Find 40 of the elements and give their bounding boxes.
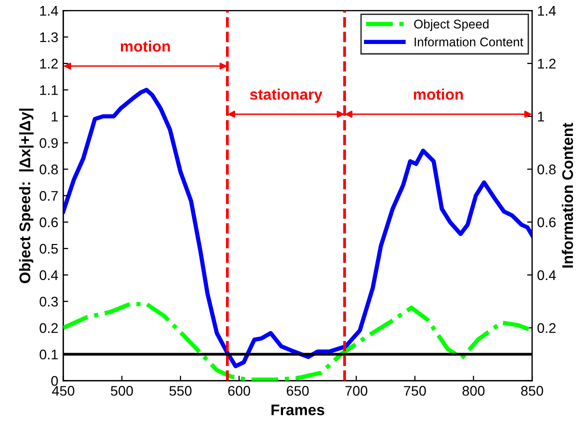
annotation: stationary <box>250 88 322 103</box>
y-tick-label: 0 <box>51 376 58 386</box>
x-tick-label: 500 <box>110 386 133 396</box>
y-tick-label: 1.2 <box>40 58 58 68</box>
x-tick-label: 700 <box>345 386 368 396</box>
x-tick-label: 750 <box>404 386 426 396</box>
y2-tick-label: 0.6 <box>537 217 556 228</box>
y2-tick-label: 0.8 <box>537 164 556 174</box>
y2-tick-label: 1 <box>538 112 544 122</box>
y2-tick-label: 0.2 <box>537 323 556 333</box>
legend-label: Object Speed <box>414 19 488 31</box>
x-tick-label: 450 <box>52 386 74 396</box>
y2-tick-label: 1.2 <box>538 58 556 68</box>
legend-label: Information Content <box>414 37 524 46</box>
annotation: motion <box>120 40 170 52</box>
y-tick-label: 0.4 <box>40 270 58 280</box>
y-tick-label: 0.1 <box>40 350 58 360</box>
y2-tick-label: 1.4 <box>538 6 556 16</box>
x-tick-label: 850 <box>521 386 544 396</box>
line-series <box>63 88 532 368</box>
annotation: motion <box>414 88 463 100</box>
y-tick-label: 1 <box>52 112 58 122</box>
x-axis-title: Frames <box>272 404 324 416</box>
y-tick-label: 0.9 <box>40 138 58 148</box>
y-tick-label: 1.4 <box>40 6 58 16</box>
x-tick-label: 800 <box>462 386 485 396</box>
x-tick-label: 550 <box>169 386 192 396</box>
y-tick-label: 1.3 <box>40 32 58 42</box>
y-tick-label: 0.6 <box>40 217 58 228</box>
y-tick-label: 0.3 <box>40 296 58 307</box>
y2-tick-label: 0.4 <box>537 270 556 280</box>
y2-axis-title: Information Content <box>562 122 574 268</box>
y-tick-label: 0.8 <box>40 164 58 174</box>
x-tick-label: 650 <box>286 386 309 396</box>
y-tick-label: 0.5 <box>40 244 58 254</box>
x-tick-label: 600 <box>228 386 250 396</box>
y-tick-label: 1.1 <box>40 85 58 95</box>
y-tick-label: 0.2 <box>40 323 58 333</box>
y-axis-title: Object Speed: |Δx|+|Δy| <box>19 108 34 284</box>
y-tick-label: 0.7 <box>40 190 58 201</box>
